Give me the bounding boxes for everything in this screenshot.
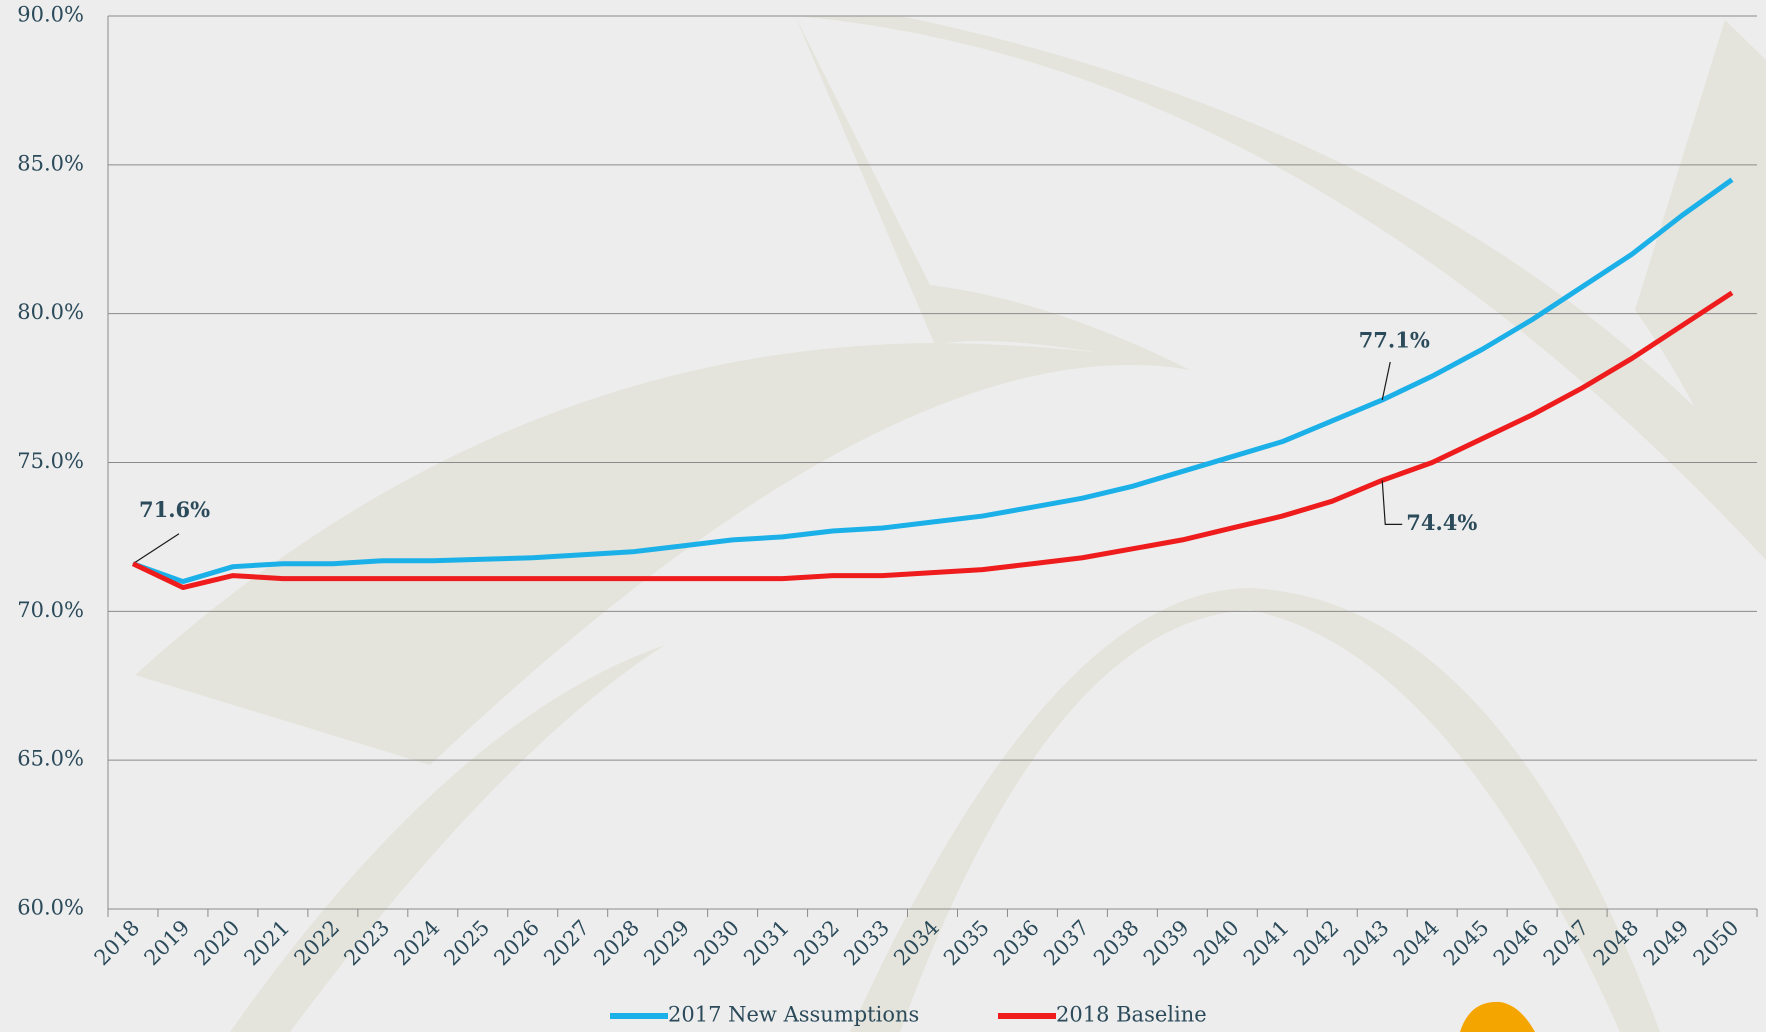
- swoosh: [850, 588, 1660, 1032]
- leader-line: [1381, 480, 1403, 525]
- line: [132, 177, 1734, 585]
- legend-label: 2017 New Assumptions: [668, 1003, 919, 1027]
- line: [131, 290, 1734, 591]
- data-label: 77.1%: [1359, 327, 1430, 352]
- y-tick-label: 85.0%: [17, 151, 84, 175]
- y-tick-label: 65.0%: [17, 747, 84, 771]
- swoosh: [795, 16, 1190, 370]
- y-tick-label: 90.0%: [17, 3, 84, 27]
- leader-line: [132, 533, 180, 565]
- data-label: 74.4%: [1406, 510, 1477, 535]
- legend-label: 2018 Baseline: [1056, 1003, 1207, 1027]
- swoosh: [135, 343, 1190, 765]
- swoosh: [1635, 20, 1766, 560]
- y-tick-label: 70.0%: [17, 598, 84, 622]
- leader-line: [1381, 361, 1391, 401]
- data-label: 71.6%: [139, 497, 210, 522]
- y-tick-label: 75.0%: [17, 449, 84, 473]
- y-tick-label: 60.0%: [17, 896, 84, 920]
- logo: [1460, 1001, 1535, 1032]
- decoration: [135, 16, 1766, 1032]
- swoosh: [230, 645, 665, 1032]
- y-tick-label: 80.0%: [17, 300, 84, 324]
